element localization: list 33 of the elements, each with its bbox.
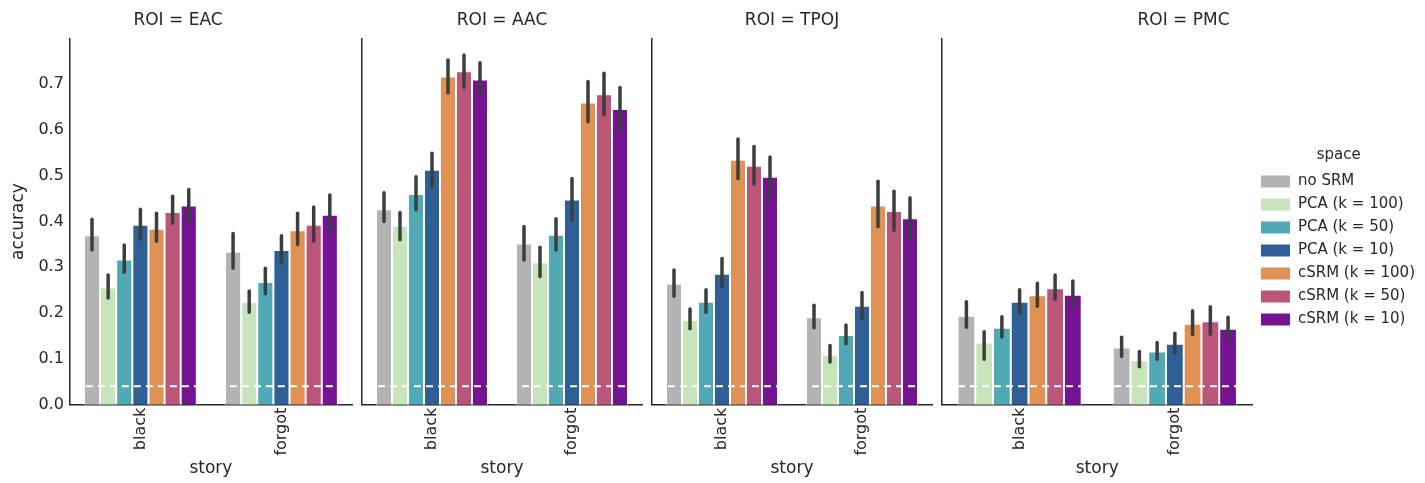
legend-label: cSRM (k = 100)	[1297, 263, 1415, 282]
x-axis-title: story	[770, 457, 814, 478]
x-tick-label: black	[421, 406, 441, 451]
x-axis-title: story	[1075, 457, 1119, 478]
legend-label: cSRM (k = 10)	[1297, 309, 1406, 328]
x-tick-label: forgot	[270, 407, 290, 456]
y-tick-label: 0.4	[38, 210, 64, 230]
y-axis-title: accuracy	[6, 183, 27, 260]
x-tick-label: black	[129, 406, 149, 451]
x-tick-label: black	[1008, 406, 1028, 451]
chart-title: ROI = PMC	[1137, 8, 1230, 29]
legend-label: cSRM (k = 50)	[1297, 286, 1406, 305]
y-tick-label: 0.6	[38, 119, 64, 139]
chart-title: ROI = TPOJ	[744, 8, 840, 29]
chart-title: ROI = AAC	[456, 8, 548, 29]
legend-title: space	[1316, 145, 1361, 164]
x-tick-label: forgot	[851, 407, 871, 456]
y-tick-label: 0.1	[38, 348, 64, 368]
x-axis-title: story	[189, 457, 233, 478]
x-tick-label: forgot	[1164, 407, 1184, 456]
x-axis-title: story	[480, 457, 524, 478]
legend-label: no SRM	[1297, 171, 1355, 190]
legend-label: PCA (k = 100)	[1297, 194, 1404, 213]
x-tick-label: forgot	[561, 407, 581, 456]
legend-label: PCA (k = 50)	[1297, 217, 1395, 236]
y-tick-label: 0.3	[38, 256, 64, 276]
y-tick-label: 0.2	[38, 302, 64, 322]
legend-label: PCA (k = 10)	[1297, 240, 1395, 259]
x-tick-label: black	[711, 406, 731, 451]
y-tick-label: 0.5	[38, 164, 64, 184]
y-tick-label: 0.7	[38, 73, 64, 93]
y-tick-label: 0.0	[38, 393, 64, 413]
chart-title: ROI = EAC	[133, 8, 223, 29]
